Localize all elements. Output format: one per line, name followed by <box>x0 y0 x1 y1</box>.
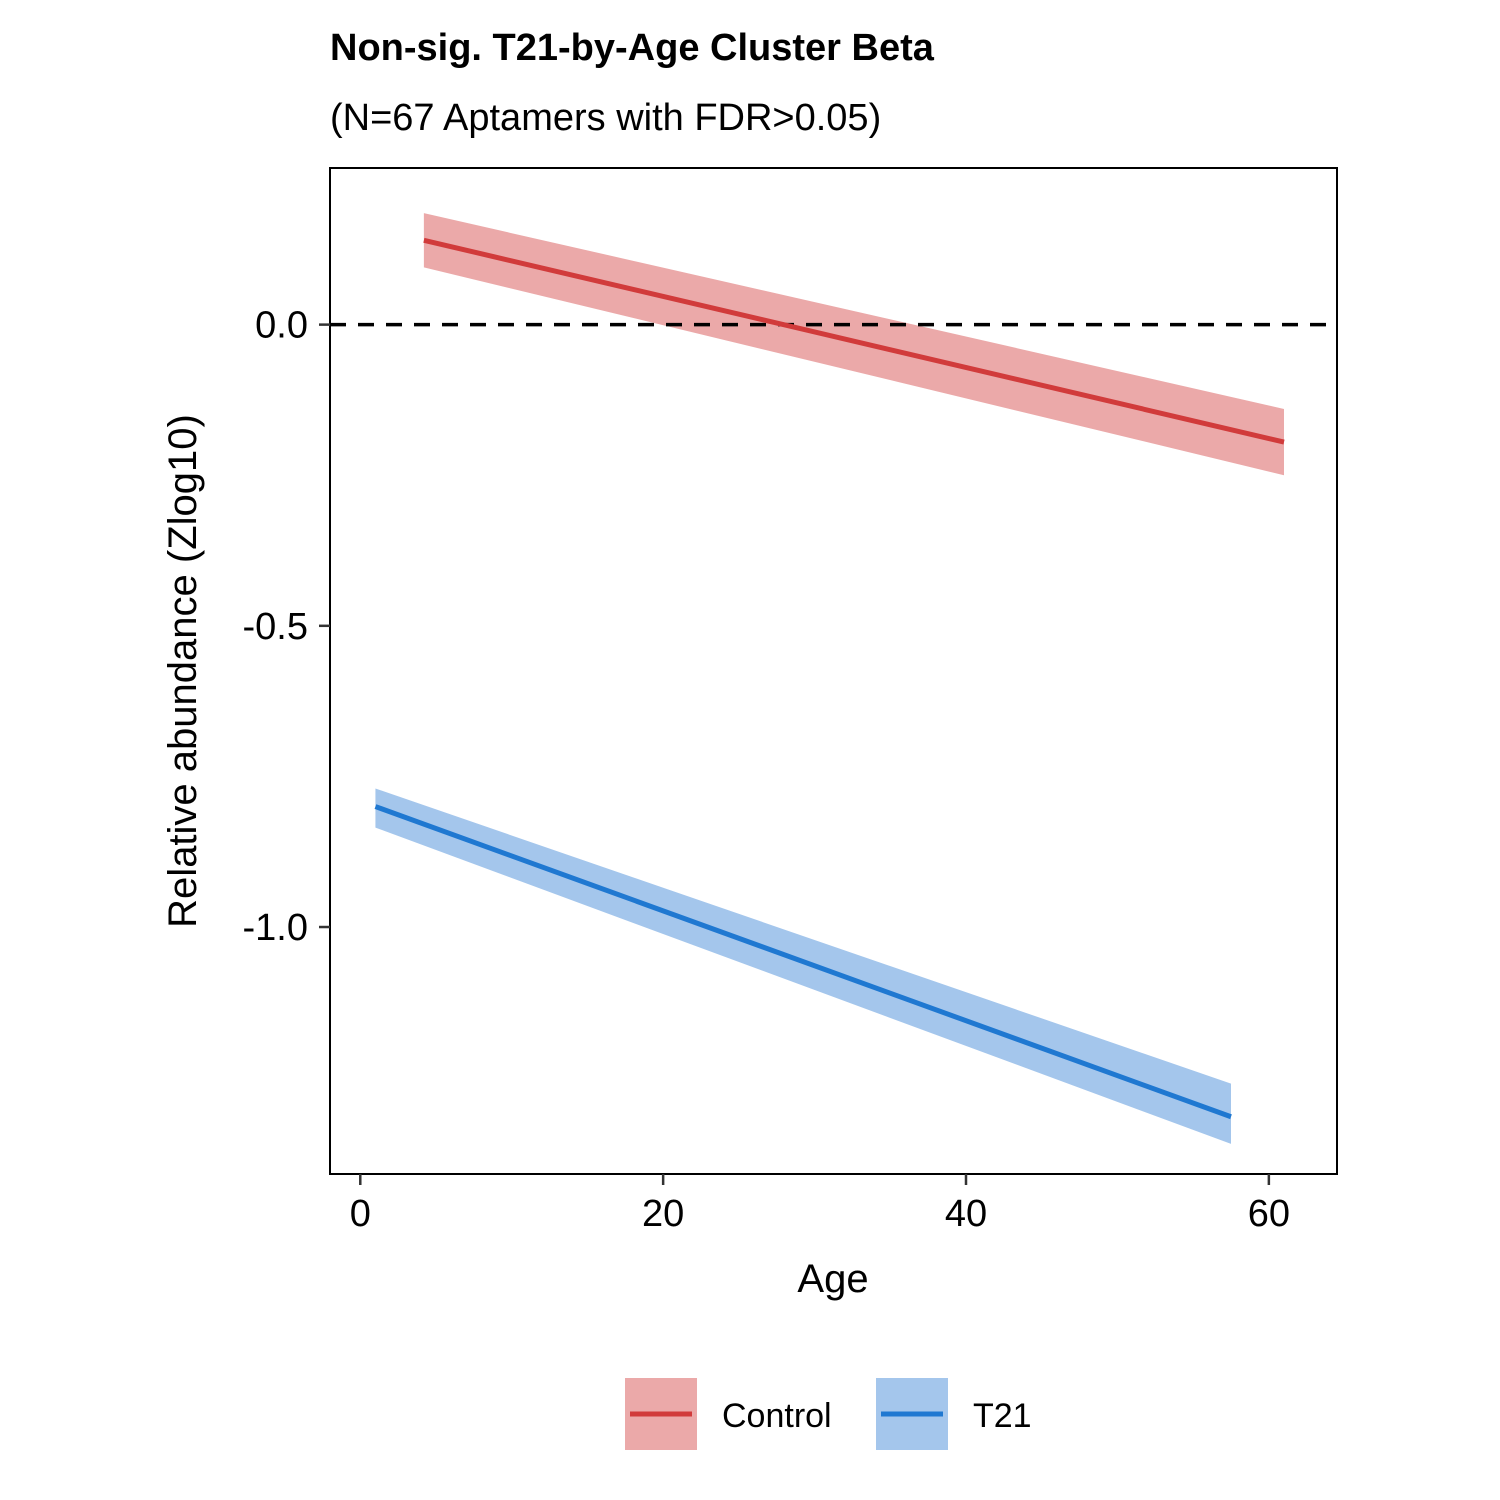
y-axis: 0.0 -0.5 -1.0 <box>243 305 330 949</box>
series-line-t21 <box>374 804 1232 1120</box>
x-tick-label: 40 <box>945 1193 987 1235</box>
series-line-control <box>423 237 1285 445</box>
y-tick-label: -0.5 <box>243 606 308 648</box>
legend: Control T21 <box>625 1378 1032 1450</box>
x-axis: 0 20 40 60 <box>350 1174 1290 1235</box>
legend-label-control: Control <box>722 1397 832 1435</box>
y-axis-title: Relative abundance (Zlog10) <box>161 414 205 928</box>
chart-subtitle: (N=67 Aptamers with FDR>0.05) <box>330 97 881 139</box>
y-tick-label: -1.0 <box>243 907 308 949</box>
confidence-band-control <box>423 213 1284 476</box>
plot-panel-border <box>329 167 1338 1175</box>
legend-label-t21: T21 <box>973 1397 1032 1435</box>
plot-area <box>330 213 1337 1144</box>
y-tick-label: 0.0 <box>255 305 308 347</box>
chart-title: Non-sig. T21-by-Age Cluster Beta <box>330 27 935 69</box>
x-tick-label: 20 <box>642 1193 684 1235</box>
x-tick-label: 0 <box>350 1193 371 1235</box>
x-axis-title: Age <box>797 1257 868 1301</box>
confidence-band-t21 <box>375 788 1231 1144</box>
x-tick-label: 60 <box>1248 1193 1290 1235</box>
